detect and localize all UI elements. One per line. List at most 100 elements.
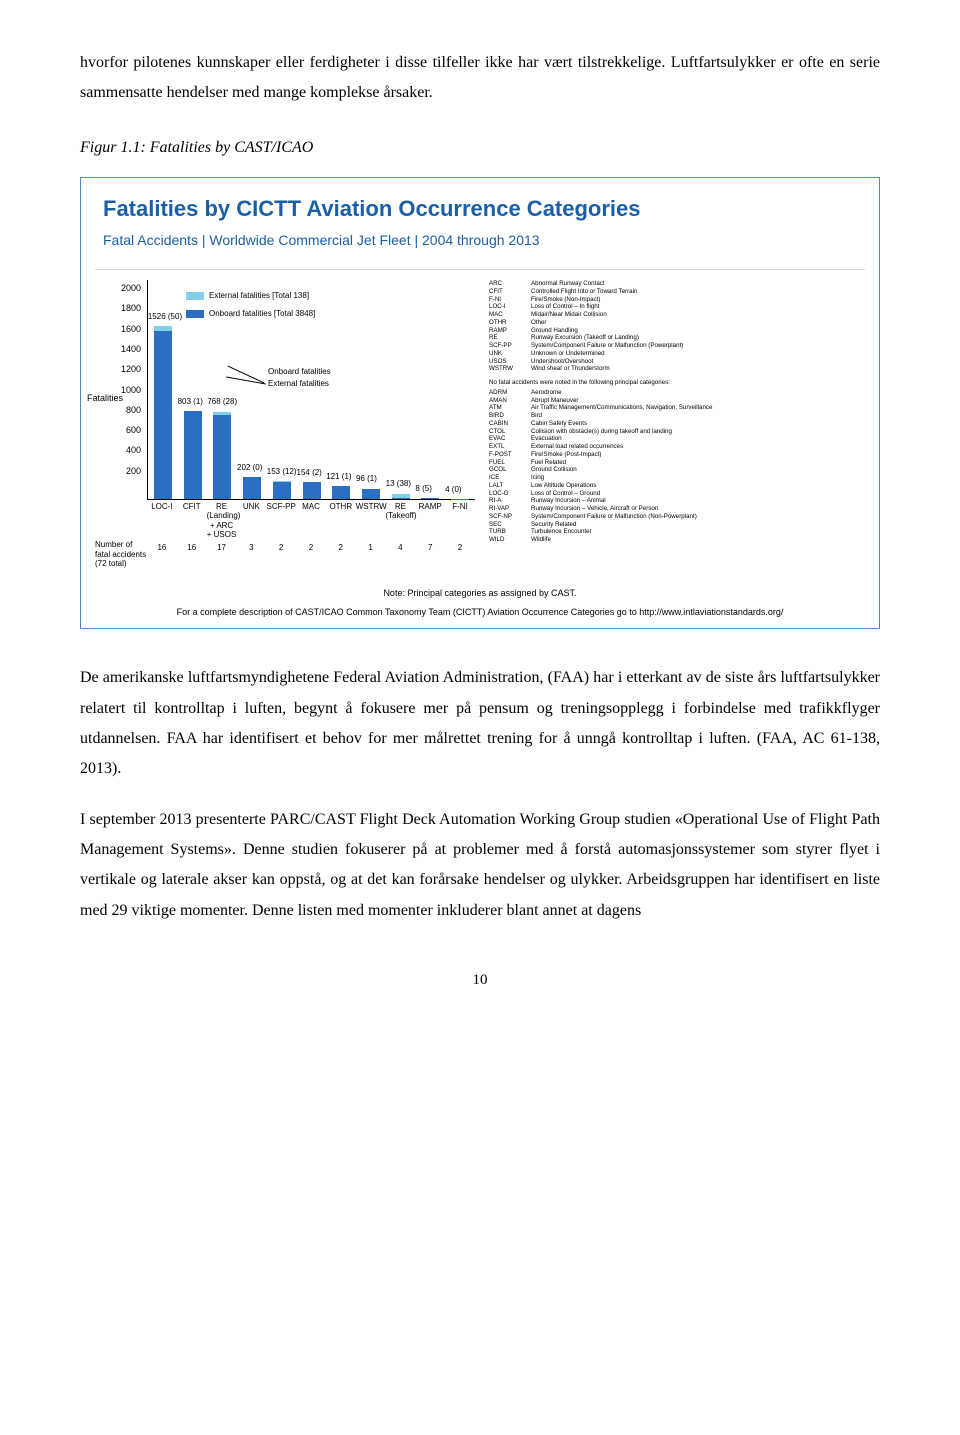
abbr-row: RAMPGround Handling <box>489 327 865 335</box>
abbr-row: ATMAir Traffic Management/Communications… <box>489 404 865 412</box>
chart-plot-wrap: Fatalities 20001800160014001200100080060… <box>95 280 475 569</box>
bar-col: 1526 (50) <box>154 326 172 499</box>
chart-title: Fatalities by CICTT Aviation Occurrence … <box>103 196 857 222</box>
y-tick: 800 <box>126 402 141 419</box>
accidents-count: 16 <box>147 540 177 569</box>
bar-col: 8 (5) <box>421 498 439 499</box>
abbr-row: WILDWildlife <box>489 536 865 544</box>
abbr-list-1: ARCAbnormal Runway ContactCFITControlled… <box>489 280 865 373</box>
abbr-row: EVACEvacuation <box>489 435 865 443</box>
bar-value-label: 803 (1) <box>178 394 203 409</box>
x-tick-label: RE(Landing)+ ARC+ USOS <box>207 500 237 538</box>
abbr-row: UNKUnknown or Undetermined <box>489 350 865 358</box>
abbr-row: AMANAbrupt Maneuver <box>489 397 865 405</box>
legend-swatch-external <box>186 292 204 300</box>
bar-col: 803 (1) <box>184 411 202 499</box>
y-tick: 200 <box>126 463 141 480</box>
y-tick: 1400 <box>121 341 141 358</box>
bar-value-label: 202 (0) <box>237 460 262 475</box>
bar-col: 13 (38) <box>392 494 410 500</box>
paragraph-intro: hvorfor pilotenes kunnskaper eller ferdi… <box>80 48 880 109</box>
abbr-row: BIRDBird <box>489 412 865 420</box>
bar-col: 202 (0) <box>243 477 261 499</box>
abbr-row: RI-VAPRunway Incursion – Vehicle, Aircra… <box>489 505 865 513</box>
accidents-count: 17 <box>207 540 237 569</box>
abbr-row: LOC-ILoss of Control – In flight <box>489 303 865 311</box>
bar-value-label: 8 (5) <box>415 481 431 496</box>
legend-label-onboard: Onboard fatalities [Total 3848] <box>209 306 315 321</box>
x-tick-label: RAMP <box>415 500 445 538</box>
bar-col: 96 (1) <box>362 489 380 500</box>
accidents-count: 2 <box>266 540 296 569</box>
abbr-row: USOSUndershoot/Overshoot <box>489 358 865 366</box>
bar-value-label: 13 (38) <box>386 476 411 491</box>
y-tick: 1600 <box>121 321 141 338</box>
abbr-row: CTOLCollision with obstacle(s) during ta… <box>489 428 865 436</box>
y-tick: 600 <box>126 422 141 439</box>
accidents-count: 2 <box>326 540 356 569</box>
bar-col: 768 (28) <box>213 412 231 500</box>
bar-value-label: 154 (2) <box>297 465 322 480</box>
chart-plot-area: External fatalities [Total 138] Onboard … <box>147 280 475 500</box>
page-number: 10 <box>80 966 880 995</box>
x-tick-label: OTHR <box>326 500 356 538</box>
abbr-row: ICEIcing <box>489 474 865 482</box>
x-tick-label: LOC-I <box>147 500 177 538</box>
x-tick-label: UNK <box>236 500 266 538</box>
accidents-row: 16161732221472 <box>147 540 475 569</box>
abbr-row: RERunway Excursion (Takeoff or Landing) <box>489 334 865 342</box>
bar-value-label: 768 (28) <box>207 394 237 409</box>
abbr-list-2-intro: No fatal accidents were noted in the fol… <box>489 379 865 387</box>
accidents-count: 7 <box>415 540 445 569</box>
x-tick-label: RE(Takeoff) <box>386 500 416 538</box>
y-tick: 400 <box>126 442 141 459</box>
abbr-row: GCOLGround Collision <box>489 466 865 474</box>
accidents-count: 2 <box>296 540 326 569</box>
y-tick: 2000 <box>121 280 141 297</box>
chart-subtitle: Fatal Accidents | Worldwide Commercial J… <box>103 227 857 254</box>
bar-col: 154 (2) <box>303 482 321 499</box>
bar-value-label: 153 (12) <box>267 464 297 479</box>
abbr-row: ARCAbnormal Runway Contact <box>489 280 865 288</box>
accidents-count: 4 <box>386 540 416 569</box>
abbr-row: SCF-PPSystem/Component Failure or Malfun… <box>489 342 865 350</box>
y-tick: 1000 <box>121 382 141 399</box>
bar-value-label: 4 (0) <box>445 482 461 497</box>
abbr-row: TURBTurbulence Encounter <box>489 528 865 536</box>
bar-col: 121 (1) <box>332 486 350 499</box>
accidents-caption: Number offatal accidents(72 total) <box>95 540 147 569</box>
abbr-row: CFITControlled Flight Into or Toward Ter… <box>489 288 865 296</box>
chart-legend: External fatalities [Total 138] Onboard … <box>186 288 315 321</box>
abbr-row: LOC-GLoss of Control – Ground <box>489 490 865 498</box>
bar-value-label: 1526 (50) <box>148 309 182 324</box>
abbr-row: F-POSTFire/Smoke (Post-Impact) <box>489 451 865 459</box>
legend-swatch-onboard <box>186 310 204 318</box>
abbr-row: MACMidair/Near Midair Collision <box>489 311 865 319</box>
abbr-row: SECSecurity Related <box>489 521 865 529</box>
x-tick-label: F-NI <box>445 500 475 538</box>
abbr-row: EXTLExternal load related occurrences <box>489 443 865 451</box>
abbr-row: OTHROther <box>489 319 865 327</box>
accidents-count: 1 <box>356 540 386 569</box>
bar-col: 153 (12) <box>273 481 291 499</box>
x-axis-labels: LOC-ICFITRE(Landing)+ ARC+ USOSUNKSCF-PP… <box>147 500 475 538</box>
accidents-count: 3 <box>236 540 266 569</box>
accidents-count: 16 <box>177 540 207 569</box>
abbr-row: ADRMAerodrome <box>489 389 865 397</box>
annotation-external: External fatalities <box>268 376 329 391</box>
chart-divider <box>95 269 865 270</box>
x-tick-label: CFIT <box>177 500 207 538</box>
bar-value-label: 121 (1) <box>326 469 351 484</box>
accidents-count: 2 <box>445 540 475 569</box>
paragraph-2: De amerikanske luftfartsmyndighetene Fed… <box>80 663 880 785</box>
y-tick: 1800 <box>121 300 141 317</box>
chart-note: Note: Principal categories as assigned b… <box>95 587 865 600</box>
abbr-row: WSTRWWind shear or Thunderstorm <box>489 365 865 373</box>
x-tick-label: WSTRW <box>356 500 386 538</box>
y-tick: 1200 <box>121 361 141 378</box>
x-tick-label: SCF-PP <box>266 500 296 538</box>
y-axis-ticks: 2000 1800 1600 1400 1200 1000 800 600 400 200 <box>95 280 147 500</box>
abbr-row: FUELFuel Related <box>489 459 865 467</box>
abbr-row: RI-ARunway Incursion – Animal <box>489 497 865 505</box>
abbr-row: LALTLow Altitude Operations <box>489 482 865 490</box>
